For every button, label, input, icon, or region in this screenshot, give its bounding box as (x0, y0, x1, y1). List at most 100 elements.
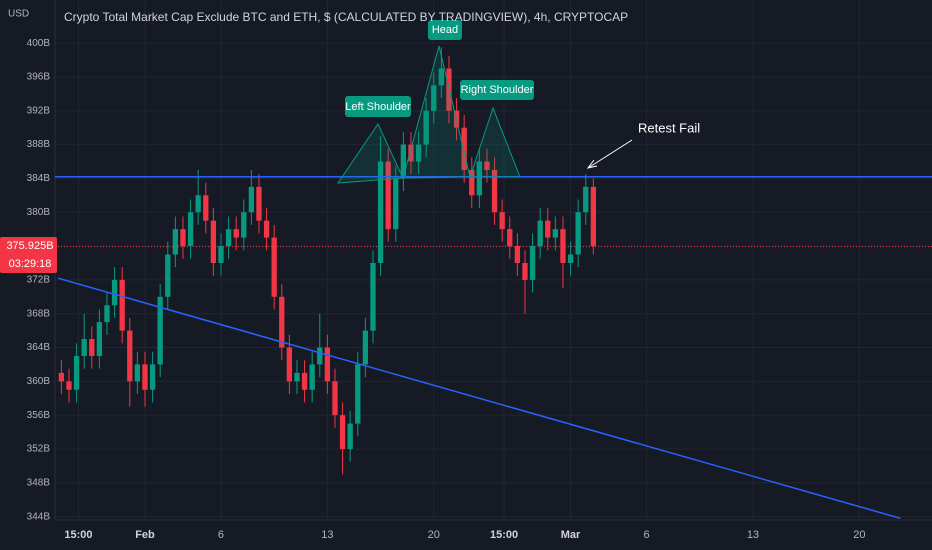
candle-body (271, 237, 277, 297)
candle-body (233, 229, 239, 238)
candle-body (408, 144, 414, 162)
arrow-head (586, 159, 598, 169)
candle-body (119, 279, 125, 331)
candle-body (134, 364, 141, 382)
candle-body (81, 339, 87, 356)
candle-body (58, 372, 65, 382)
x-tick-label: 6 (643, 529, 649, 541)
y-axis-label: USD (8, 9, 29, 20)
candle-body (301, 372, 308, 390)
candle-body (127, 330, 133, 382)
candle-body (567, 254, 574, 263)
annotation: Right Shoulder (461, 84, 534, 96)
trend-line (57, 277, 901, 520)
left-shoulder-triangle (337, 122, 404, 184)
countdown: 03:29:18 (9, 258, 52, 270)
candle-body (529, 246, 536, 280)
x-tick-label: 13 (747, 529, 759, 541)
pattern-drawings: Left Shoulder Head Right Shoulder Retest… (337, 20, 700, 184)
label-box (428, 20, 462, 40)
candle-body (332, 381, 338, 416)
candle-body (180, 229, 186, 247)
candle-body (294, 372, 300, 382)
x-tick-label: 15:00 (490, 529, 518, 541)
candle-body (324, 347, 331, 382)
candle-body (339, 415, 346, 449)
candle-body (484, 161, 490, 170)
candle-body (499, 212, 505, 230)
y-tick-label: 400B (27, 38, 51, 49)
candle-body (210, 220, 217, 263)
candle-body (362, 330, 369, 365)
candle-body (423, 110, 429, 145)
candle-body (157, 296, 163, 365)
x-tick-label: 20 (428, 529, 440, 541)
y-tick-label: 368B (27, 308, 51, 319)
head-triangle (402, 45, 471, 179)
candle-body (172, 229, 179, 255)
y-tick-label: 388B (27, 139, 51, 150)
candle-body (522, 262, 528, 280)
y-tick-label: 352B (27, 444, 51, 455)
candle-body (96, 322, 103, 356)
y-tick-label: 396B (27, 72, 51, 83)
candle-body (347, 423, 353, 449)
candle-body (111, 279, 118, 306)
candle-body (241, 212, 247, 238)
candle-body (149, 364, 156, 390)
candle-body (583, 186, 589, 213)
y-tick-label: 360B (27, 376, 51, 387)
candle-body (545, 220, 551, 238)
last-price-box (0, 237, 57, 273)
x-tick-label: 20 (853, 529, 865, 541)
candle-body (279, 296, 285, 348)
candle-body (438, 68, 445, 86)
candle-body (248, 186, 255, 213)
candle-body (286, 347, 293, 382)
candle-body (370, 262, 376, 331)
y-tick-label: 348B (27, 477, 51, 488)
y-tick-label: 356B (27, 410, 51, 421)
annotation: Left Shoulder (345, 101, 411, 113)
candle-body (469, 169, 475, 196)
candle-body (400, 144, 407, 179)
candle-body (256, 186, 262, 221)
candle-body (393, 178, 399, 230)
candle-body (195, 195, 201, 213)
candle-body (203, 195, 209, 221)
candle-body (218, 246, 224, 263)
candle-body (187, 212, 194, 247)
candle-body (507, 229, 513, 247)
annotation: Retest Fail (638, 120, 700, 135)
x-tick-label: 15:00 (64, 529, 92, 541)
x-tick-label: 13 (321, 529, 333, 541)
x-tick-label: Feb (135, 529, 155, 541)
candle-body (514, 246, 521, 263)
y-tick-label: 364B (27, 342, 51, 353)
last-price-label: 375.925B (6, 240, 53, 252)
candle-body (263, 220, 270, 238)
y-tick-label: 384B (27, 173, 51, 184)
mark-layer (55, 47, 932, 520)
candle-body (491, 169, 498, 213)
candle-body (385, 161, 391, 230)
y-tick-label: 344B (27, 511, 51, 522)
candle-body (537, 220, 543, 247)
annotation: Head (432, 24, 458, 36)
label-box (460, 80, 534, 100)
candle-body (104, 305, 110, 323)
candle-body (560, 229, 566, 263)
arrow (587, 139, 633, 169)
y-tick-label: 380B (27, 207, 51, 218)
y-tick-label: 392B (27, 105, 51, 116)
candle-body (309, 364, 315, 390)
candle-body (415, 144, 422, 162)
candle-body (552, 229, 559, 238)
candle-body (590, 186, 597, 247)
x-tick-label: 6 (218, 529, 224, 541)
candle-body (461, 127, 467, 170)
right-shoulder-triangle (469, 106, 521, 178)
candle-body (142, 364, 148, 390)
candle-body (66, 381, 72, 390)
